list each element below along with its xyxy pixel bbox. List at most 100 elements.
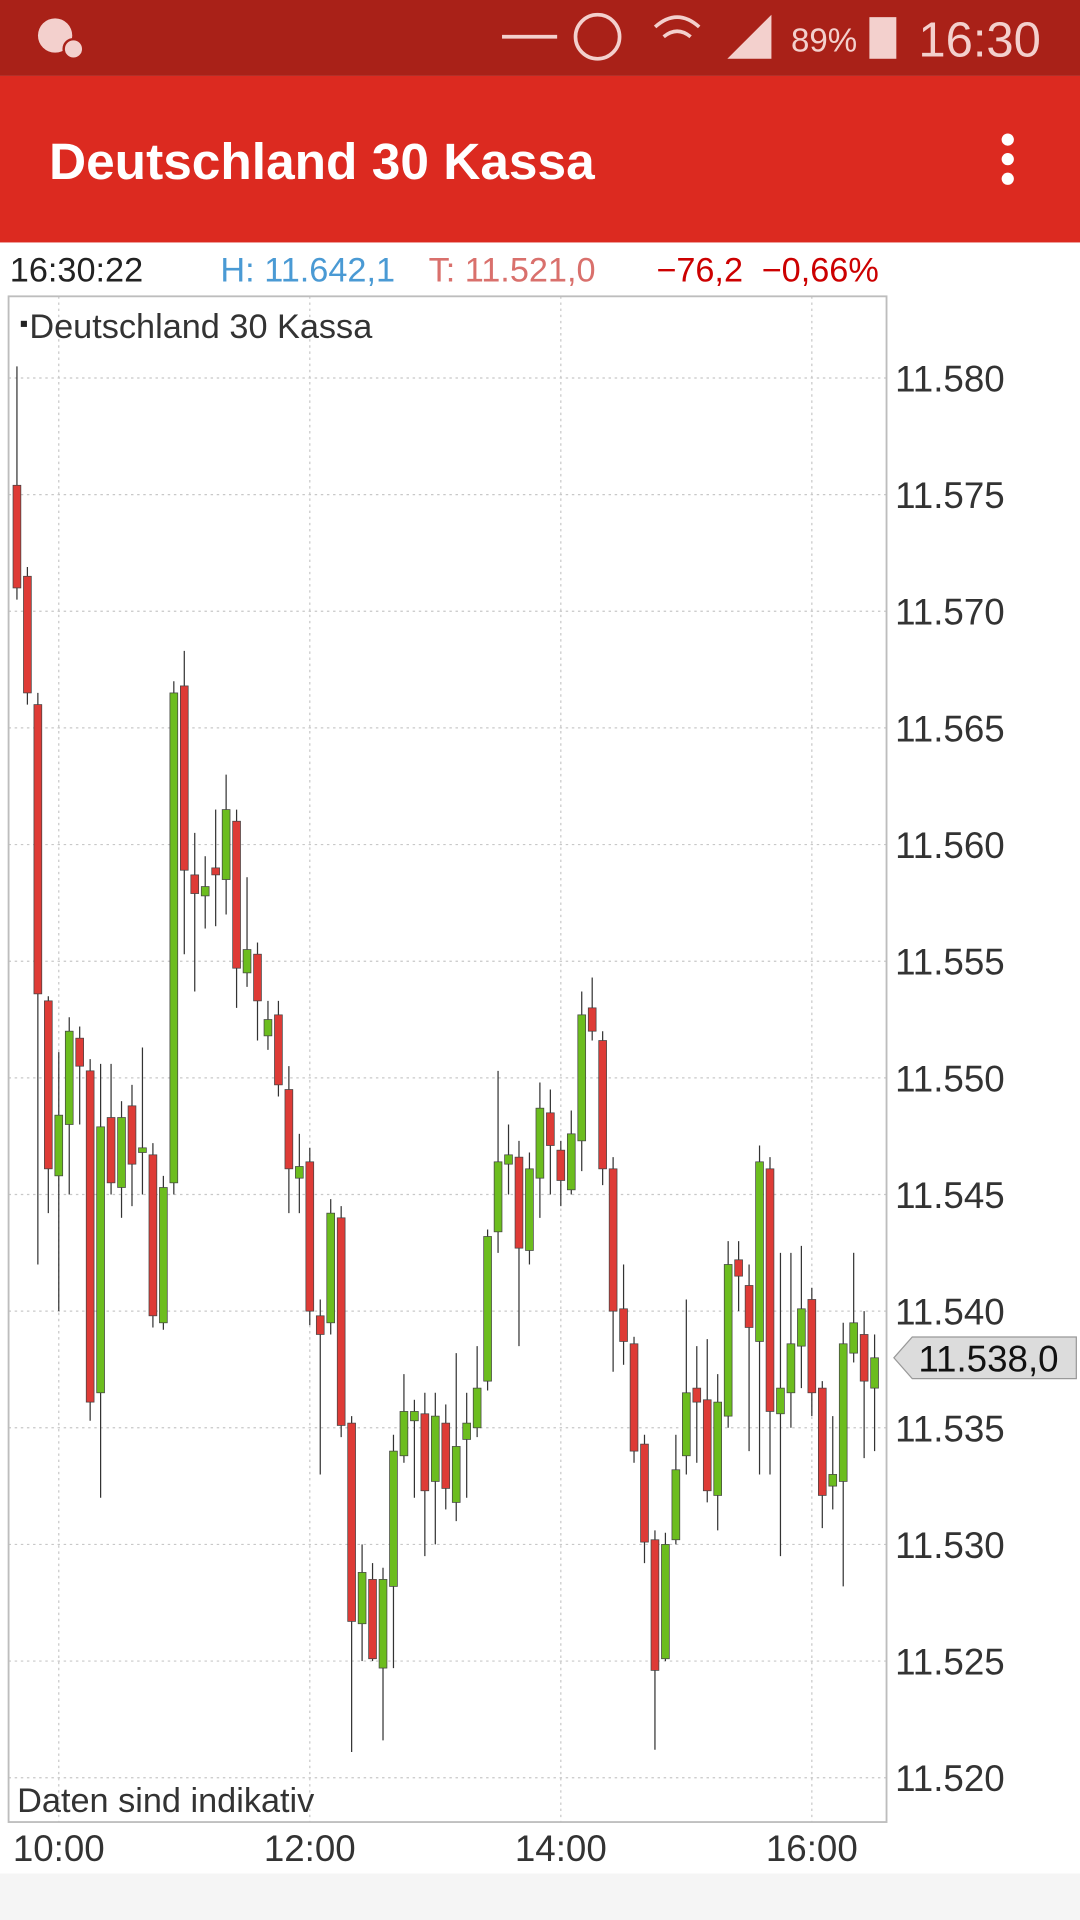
candle-body <box>451 1446 461 1503</box>
candle-body <box>368 1579 377 1660</box>
candle-body <box>702 1399 712 1492</box>
candle-body <box>535 1107 545 1179</box>
footnote: Daten sind indikativ <box>17 1782 315 1820</box>
candle-body <box>629 1343 639 1452</box>
candle-body <box>44 1000 53 1170</box>
battery-percent: 89% <box>791 22 857 59</box>
candle-body <box>431 1415 440 1482</box>
status-icons <box>502 12 701 61</box>
y-tick-label: 11.530 <box>895 1525 1005 1566</box>
candle-body <box>472 1387 482 1429</box>
plot <box>8 296 887 1823</box>
candle-body <box>315 1315 325 1335</box>
battery-icon <box>869 17 897 59</box>
candle-body <box>190 874 200 894</box>
quote-time: 16:30:22 <box>10 252 143 290</box>
candle-body <box>640 1443 649 1543</box>
candle-body <box>12 484 22 589</box>
app-title: Deutschland 30 Kassa <box>49 132 595 190</box>
candle-body <box>859 1334 869 1382</box>
status-icon <box>62 37 85 61</box>
candle-body <box>326 1212 335 1324</box>
candle-body <box>556 1149 566 1181</box>
y-tick-label: 11.535 <box>895 1408 1005 1449</box>
legend-label: Deutschland 30 Kassa <box>29 308 373 346</box>
candle-body <box>755 1161 764 1342</box>
y-tick-label: 11.545 <box>895 1175 1005 1216</box>
candle-body <box>232 820 241 969</box>
candle-body <box>33 704 43 995</box>
candle-body <box>169 692 179 1184</box>
quote-high: H: 11.642,1 <box>220 252 395 290</box>
candle-body <box>148 1154 158 1317</box>
status-clock: 16:30 <box>918 13 1041 67</box>
plot-frame <box>7 295 888 1823</box>
candle-body <box>127 1105 137 1165</box>
y-tick-label: 11.565 <box>895 708 1005 749</box>
candle-body <box>786 1343 796 1394</box>
y-tick-label: 11.540 <box>895 1292 1005 1333</box>
candle-body <box>305 1161 315 1312</box>
overflow-menu[interactable] <box>1001 133 1014 185</box>
candle-body <box>713 1401 722 1496</box>
candle-body <box>838 1343 848 1482</box>
candle-body <box>566 1133 576 1191</box>
signal-icon <box>727 14 772 59</box>
candle-body <box>242 949 252 974</box>
x-tick-label: 14:00 <box>515 1828 607 1869</box>
candle-body <box>347 1422 356 1622</box>
legend-marker <box>20 320 27 327</box>
y-tick-label: 11.575 <box>895 475 1005 516</box>
candle-body <box>253 953 262 1002</box>
candle-body <box>776 1387 785 1415</box>
candle-body <box>64 1030 74 1125</box>
candle-body <box>744 1285 754 1328</box>
candle-body <box>692 1387 702 1403</box>
candle-body <box>336 1217 346 1426</box>
candle-body <box>23 575 32 694</box>
candle-body <box>577 1014 587 1142</box>
y-tick-label: 11.555 <box>895 942 1005 983</box>
candle-body <box>598 1040 607 1170</box>
candle-body <box>138 1147 147 1153</box>
candle-body <box>263 1019 273 1037</box>
last-price-label: 11.538,0 <box>918 1338 1058 1379</box>
candle-body <box>211 867 220 876</box>
candle-body <box>295 1166 304 1179</box>
candle-body <box>180 685 189 871</box>
candle-body <box>221 809 231 880</box>
candle-body <box>357 1572 367 1625</box>
candle-body <box>807 1299 817 1394</box>
candle-body <box>661 1544 670 1660</box>
candle-body <box>54 1114 64 1177</box>
candle-body <box>723 1264 733 1417</box>
quote-change: −76,2 <box>656 252 743 290</box>
candle-body <box>504 1154 513 1165</box>
candle-body <box>284 1089 294 1170</box>
candle-body <box>682 1392 691 1457</box>
candle-body <box>525 1168 534 1251</box>
candle-body <box>514 1156 524 1249</box>
x-tick-label: 12:00 <box>264 1828 356 1869</box>
candle-body <box>828 1474 838 1487</box>
candle-body <box>96 1126 105 1394</box>
candle-body <box>608 1168 618 1312</box>
last-price-tag <box>893 1336 1077 1380</box>
candle-body <box>106 1117 116 1184</box>
menu-dot <box>1001 133 1014 146</box>
y-tick-label: 11.550 <box>895 1058 1005 1099</box>
y-tick-label: 11.580 <box>895 358 1005 399</box>
menu-dot <box>1001 153 1014 166</box>
candle-body <box>117 1117 126 1188</box>
candle-body <box>389 1450 398 1587</box>
quote-low: T: 11.521,0 <box>429 252 596 290</box>
bottom-area <box>0 1873 1080 1920</box>
candle-body <box>849 1322 858 1354</box>
y-tick-label: 11.560 <box>895 825 1005 866</box>
candle-body <box>462 1422 471 1440</box>
candle-body <box>765 1168 775 1412</box>
candle-body <box>671 1469 681 1541</box>
x-tick-label: 10:00 <box>13 1828 105 1869</box>
